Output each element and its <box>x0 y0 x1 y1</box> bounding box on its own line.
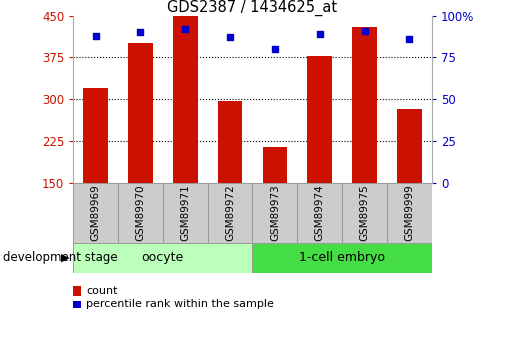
Bar <box>297 183 342 243</box>
Point <box>271 46 279 52</box>
Point <box>91 33 99 38</box>
Text: oocyte: oocyte <box>142 252 184 264</box>
Text: GSM89999: GSM89999 <box>405 185 415 242</box>
Text: GSM89969: GSM89969 <box>90 185 100 242</box>
Bar <box>218 101 242 183</box>
Text: percentile rank within the sample: percentile rank within the sample <box>86 299 274 309</box>
Point <box>361 28 369 33</box>
Text: development stage: development stage <box>3 252 117 264</box>
Bar <box>263 147 287 183</box>
Text: GSM89972: GSM89972 <box>225 185 235 242</box>
Text: GSM89974: GSM89974 <box>315 185 325 242</box>
Point <box>226 34 234 40</box>
Bar <box>73 183 118 243</box>
Bar <box>342 183 387 243</box>
Text: GSM89971: GSM89971 <box>180 185 190 242</box>
Point <box>136 30 144 35</box>
Bar <box>73 243 252 273</box>
Bar <box>308 56 332 183</box>
Point <box>406 36 414 42</box>
Text: GSM89970: GSM89970 <box>135 185 145 242</box>
Bar <box>163 183 208 243</box>
Text: GSM89975: GSM89975 <box>360 185 370 242</box>
Bar <box>128 43 153 183</box>
Bar <box>118 183 163 243</box>
Bar <box>173 16 197 183</box>
Bar <box>387 183 432 243</box>
Bar <box>397 109 422 183</box>
Text: ▶: ▶ <box>61 253 70 263</box>
Text: count: count <box>86 286 118 296</box>
Bar <box>208 183 252 243</box>
Text: GSM89973: GSM89973 <box>270 185 280 242</box>
Point <box>181 26 189 32</box>
Bar <box>252 243 432 273</box>
Bar <box>352 27 377 183</box>
Bar <box>83 88 108 183</box>
Bar <box>252 183 297 243</box>
Point <box>316 31 324 37</box>
Title: GDS2387 / 1434625_at: GDS2387 / 1434625_at <box>168 0 337 16</box>
Text: 1-cell embryo: 1-cell embryo <box>299 252 385 264</box>
